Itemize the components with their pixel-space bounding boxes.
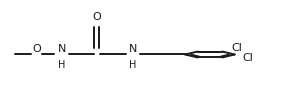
Text: N: N — [129, 44, 137, 54]
Text: O: O — [92, 12, 101, 22]
Text: Cl: Cl — [242, 53, 253, 63]
Text: N: N — [58, 44, 66, 54]
Text: H: H — [129, 60, 137, 70]
Text: H: H — [58, 60, 65, 70]
Text: Cl: Cl — [231, 43, 242, 53]
Text: O: O — [33, 44, 41, 54]
